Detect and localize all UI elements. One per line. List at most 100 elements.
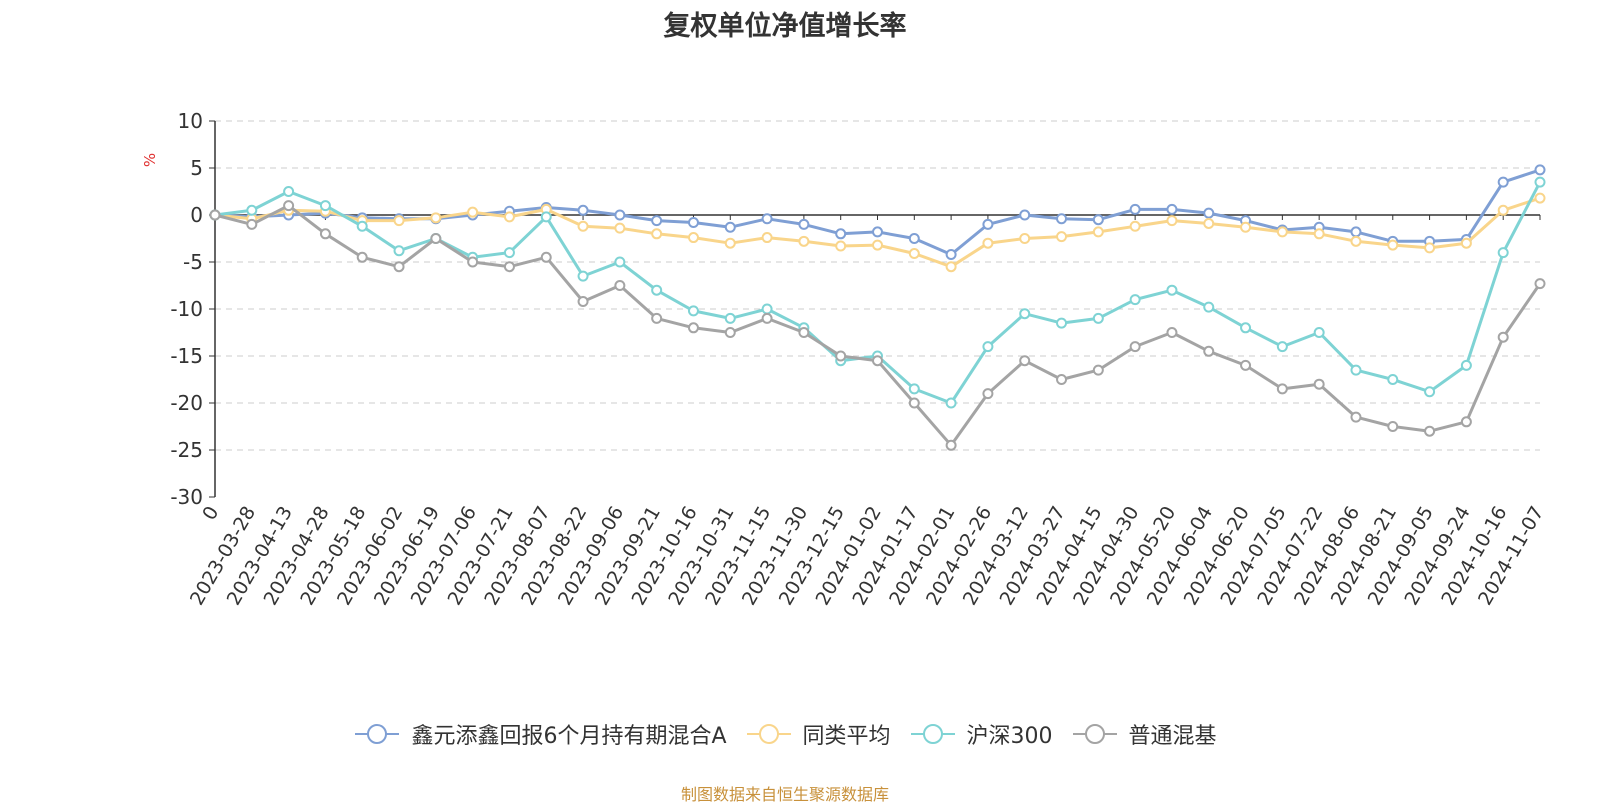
data-point[interactable]: [540, 211, 552, 223]
data-point[interactable]: [1240, 322, 1252, 334]
data-point[interactable]: [503, 211, 515, 223]
data-point[interactable]: [651, 312, 663, 324]
data-point[interactable]: [945, 397, 957, 409]
data-point[interactable]: [577, 204, 589, 216]
data-point[interactable]: [1534, 278, 1546, 290]
data-point[interactable]: [724, 312, 736, 324]
data-point[interactable]: [798, 218, 810, 230]
data-point[interactable]: [724, 327, 736, 338]
data-point[interactable]: [687, 305, 699, 317]
data-point[interactable]: [1166, 203, 1178, 215]
data-point[interactable]: [761, 213, 773, 225]
data-point[interactable]: [798, 235, 810, 247]
data-point[interactable]: [209, 209, 221, 221]
data-point[interactable]: [1460, 359, 1472, 371]
data-point[interactable]: [1166, 215, 1178, 227]
data-point[interactable]: [687, 217, 699, 229]
data-point[interactable]: [761, 232, 773, 244]
data-point[interactable]: [835, 350, 847, 362]
data-point[interactable]: [798, 327, 810, 338]
data-point[interactable]: [982, 218, 994, 230]
data-point[interactable]: [1203, 345, 1215, 357]
data-point[interactable]: [1350, 235, 1362, 247]
data-point[interactable]: [540, 251, 552, 263]
data-point[interactable]: [1497, 204, 1509, 216]
data-point[interactable]: [393, 215, 405, 227]
data-point[interactable]: [503, 247, 515, 259]
data-point[interactable]: [1129, 220, 1141, 232]
data-point[interactable]: [283, 186, 295, 197]
data-point[interactable]: [945, 439, 957, 451]
data-point[interactable]: [1092, 214, 1104, 226]
data-point[interactable]: [761, 312, 773, 324]
legend-item[interactable]: 普通混基: [1071, 718, 1217, 750]
data-point[interactable]: [908, 233, 920, 244]
data-point[interactable]: [761, 303, 773, 315]
data-point[interactable]: [982, 388, 994, 400]
data-point[interactable]: [1497, 331, 1509, 343]
data-point[interactable]: [1129, 341, 1141, 353]
data-point[interactable]: [1387, 421, 1399, 432]
data-point[interactable]: [687, 322, 699, 334]
legend-item[interactable]: 沪深300: [909, 718, 1053, 750]
data-point[interactable]: [430, 212, 442, 224]
data-point[interactable]: [1240, 221, 1252, 233]
data-point[interactable]: [1129, 294, 1141, 306]
data-point[interactable]: [1534, 192, 1546, 204]
data-point[interactable]: [246, 218, 258, 230]
data-point[interactable]: [1203, 301, 1215, 313]
data-point[interactable]: [1129, 203, 1141, 215]
data-point[interactable]: [430, 233, 442, 244]
data-point[interactable]: [1092, 364, 1104, 376]
data-point[interactable]: [467, 206, 479, 218]
data-point[interactable]: [467, 256, 479, 268]
data-point[interactable]: [872, 226, 883, 238]
data-point[interactable]: [908, 397, 920, 409]
data-point[interactable]: [1497, 247, 1509, 259]
data-point[interactable]: [1460, 416, 1472, 428]
data-point[interactable]: [1166, 327, 1178, 338]
data-point[interactable]: [687, 232, 699, 244]
data-point[interactable]: [1313, 228, 1325, 240]
data-point[interactable]: [1056, 374, 1068, 385]
data-point[interactable]: [1056, 213, 1068, 225]
data-point[interactable]: [1387, 374, 1399, 385]
legend-item[interactable]: 鑫元添鑫回报6个月持有期混合A: [353, 718, 727, 750]
data-point[interactable]: [908, 383, 920, 395]
data-point[interactable]: [1424, 386, 1436, 398]
data-point[interactable]: [1019, 209, 1031, 221]
data-point[interactable]: [1534, 176, 1546, 188]
data-point[interactable]: [908, 248, 920, 260]
data-point[interactable]: [1276, 383, 1288, 395]
data-point[interactable]: [356, 220, 368, 232]
data-point[interactable]: [1313, 378, 1325, 390]
data-point[interactable]: [651, 228, 663, 240]
data-point[interactable]: [1350, 364, 1362, 376]
data-point[interactable]: [872, 239, 883, 251]
data-point[interactable]: [1497, 176, 1509, 188]
data-point[interactable]: [1350, 226, 1362, 238]
data-point[interactable]: [982, 237, 994, 249]
data-point[interactable]: [1203, 217, 1215, 229]
data-point[interactable]: [651, 284, 663, 296]
data-point[interactable]: [835, 240, 847, 252]
data-point[interactable]: [577, 295, 589, 307]
legend-item[interactable]: 同类平均: [745, 718, 891, 750]
data-point[interactable]: [1056, 317, 1068, 329]
data-point[interactable]: [1092, 226, 1104, 238]
data-point[interactable]: [1424, 425, 1436, 437]
data-point[interactable]: [724, 237, 736, 249]
data-point[interactable]: [1387, 239, 1399, 251]
data-point[interactable]: [1534, 164, 1546, 176]
data-point[interactable]: [503, 261, 515, 273]
data-point[interactable]: [614, 222, 626, 234]
data-point[interactable]: [393, 245, 405, 257]
data-point[interactable]: [1019, 233, 1031, 244]
data-point[interactable]: [651, 215, 663, 227]
data-point[interactable]: [283, 200, 295, 212]
data-point[interactable]: [1092, 312, 1104, 324]
data-point[interactable]: [1240, 359, 1252, 371]
data-point[interactable]: [1203, 207, 1215, 219]
data-point[interactable]: [1460, 237, 1472, 249]
data-point[interactable]: [614, 209, 626, 221]
